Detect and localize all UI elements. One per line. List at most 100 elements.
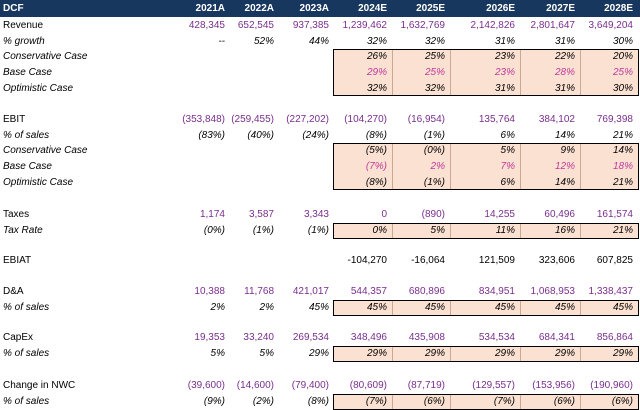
cell-base-case-2026E[interactable]: 23% xyxy=(494,67,515,78)
cell-of-sales-2023A[interactable]: 45% xyxy=(308,302,329,313)
cell-conservative-case-2025E[interactable]: 25% xyxy=(424,51,445,62)
cell-growth-2024E[interactable]: 32% xyxy=(366,36,387,47)
cell-of-sales-2021A[interactable]: (83%) xyxy=(198,130,225,141)
cell-growth-2022A[interactable]: 52% xyxy=(253,36,274,47)
cell-capex-2023A[interactable]: 269,534 xyxy=(292,332,329,343)
cell-optimistic-case-2028E[interactable]: 30% xyxy=(612,83,633,94)
cell-optimistic-case-2026E[interactable]: 6% xyxy=(500,177,515,188)
cell-of-sales-2028E[interactable]: 45% xyxy=(612,302,633,313)
cell-change-in-nwc-2028E[interactable]: (190,960) xyxy=(590,380,633,391)
cell-of-sales-2026E[interactable]: (7%) xyxy=(493,396,515,407)
cell-of-sales-2024E[interactable]: (7%) xyxy=(365,396,387,407)
cell-growth-2025E[interactable]: 32% xyxy=(424,36,445,47)
cell-conservative-case-2027E[interactable]: 9% xyxy=(560,145,575,156)
cell-tax-rate-2027E[interactable]: 16% xyxy=(554,225,575,236)
cell-growth-2027E[interactable]: 31% xyxy=(554,36,575,47)
cell-of-sales-2022A[interactable]: 5% xyxy=(259,348,274,359)
cell-growth-2028E[interactable]: 30% xyxy=(612,36,633,47)
cell-base-case-2028E[interactable]: 25% xyxy=(612,67,633,78)
cell-base-case-2024E[interactable]: 29% xyxy=(366,67,387,78)
cell-ebit-2021A[interactable]: (353,848) xyxy=(182,114,225,125)
cell-conservative-case-2024E[interactable]: (5%) xyxy=(365,145,387,156)
cell-ebiat-2027E[interactable]: 323,606 xyxy=(538,255,575,266)
cell-ebit-2022A[interactable]: (259,455) xyxy=(231,114,274,125)
cell-base-case-2027E[interactable]: 12% xyxy=(554,161,575,172)
cell-conservative-case-2024E[interactable]: 26% xyxy=(366,51,387,62)
cell-optimistic-case-2025E[interactable]: 32% xyxy=(424,83,445,94)
cell-of-sales-2022A[interactable]: 2% xyxy=(259,302,274,313)
cell-of-sales-2024E[interactable]: 29% xyxy=(366,348,387,359)
cell-conservative-case-2025E[interactable]: (0%) xyxy=(423,145,445,156)
cell-optimistic-case-2027E[interactable]: 31% xyxy=(554,83,575,94)
cell-of-sales-2023A[interactable]: 29% xyxy=(308,348,329,359)
cell-of-sales-2028E[interactable]: 29% xyxy=(612,348,633,359)
cell-conservative-case-2026E[interactable]: 5% xyxy=(500,145,515,156)
cell-optimistic-case-2028E[interactable]: 21% xyxy=(612,177,633,188)
cell-d-a-2021A[interactable]: 10,388 xyxy=(194,286,225,297)
cell-tax-rate-2021A[interactable]: (0%) xyxy=(203,225,225,236)
cell-base-case-2024E[interactable]: (7%) xyxy=(365,161,387,172)
cell-growth-2026E[interactable]: 31% xyxy=(494,36,515,47)
cell-of-sales-2025E[interactable]: 45% xyxy=(424,302,445,313)
cell-capex-2028E[interactable]: 856,864 xyxy=(596,332,633,343)
cell-d-a-2024E[interactable]: 544,357 xyxy=(350,286,387,297)
cell-of-sales-2024E[interactable]: 45% xyxy=(366,302,387,313)
cell-ebiat-2024E[interactable]: -104,270 xyxy=(347,255,387,266)
cell-capex-2025E[interactable]: 435,908 xyxy=(408,332,445,343)
cell-conservative-case-2027E[interactable]: 22% xyxy=(554,51,575,62)
cell-ebit-2024E[interactable]: (104,270) xyxy=(344,114,387,125)
cell-conservative-case-2026E[interactable]: 23% xyxy=(494,51,515,62)
cell-of-sales-2026E[interactable]: 29% xyxy=(494,348,515,359)
cell-base-case-2025E[interactable]: 25% xyxy=(424,67,445,78)
cell-d-a-2022A[interactable]: 11,768 xyxy=(244,286,274,297)
cell-conservative-case-2028E[interactable]: 20% xyxy=(612,51,633,62)
cell-capex-2022A[interactable]: 33,240 xyxy=(243,332,274,343)
cell-ebiat-2028E[interactable]: 607,825 xyxy=(596,255,633,266)
cell-revenue-2025E[interactable]: 1,632,769 xyxy=(400,20,446,31)
cell-ebit-2028E[interactable]: 769,398 xyxy=(596,114,633,125)
cell-change-in-nwc-2026E[interactable]: (129,557) xyxy=(472,380,515,391)
cell-of-sales-2023A[interactable]: (24%) xyxy=(302,130,329,141)
cell-base-case-2025E[interactable]: 2% xyxy=(430,161,445,172)
cell-d-a-2026E[interactable]: 834,951 xyxy=(478,286,515,297)
cell-taxes-2021A[interactable]: 1,174 xyxy=(199,209,225,220)
cell-revenue-2026E[interactable]: 2,142,826 xyxy=(470,20,516,31)
cell-of-sales-2027E[interactable]: (6%) xyxy=(553,396,575,407)
cell-taxes-2024E[interactable]: 0 xyxy=(381,209,387,220)
cell-taxes-2023A[interactable]: 3,343 xyxy=(303,209,329,220)
cell-tax-rate-2023A[interactable]: (1%) xyxy=(307,225,329,236)
cell-of-sales-2024E[interactable]: (8%) xyxy=(365,130,387,141)
cell-of-sales-2028E[interactable]: 21% xyxy=(612,130,633,141)
cell-capex-2024E[interactable]: 348,496 xyxy=(350,332,387,343)
cell-of-sales-2027E[interactable]: 14% xyxy=(554,130,575,141)
cell-base-case-2027E[interactable]: 28% xyxy=(554,67,575,78)
cell-of-sales-2022A[interactable]: (40%) xyxy=(247,130,274,141)
cell-d-a-2028E[interactable]: 1,338,437 xyxy=(588,286,634,297)
cell-of-sales-2025E[interactable]: (6%) xyxy=(423,396,445,407)
cell-revenue-2022A[interactable]: 652,545 xyxy=(237,20,274,31)
cell-d-a-2023A[interactable]: 421,017 xyxy=(292,286,329,297)
cell-of-sales-2025E[interactable]: 29% xyxy=(424,348,445,359)
cell-tax-rate-2024E[interactable]: 0% xyxy=(372,225,387,236)
cell-of-sales-2021A[interactable]: (9%) xyxy=(203,396,225,407)
cell-of-sales-2021A[interactable]: 2% xyxy=(210,302,225,313)
cell-of-sales-2021A[interactable]: 5% xyxy=(210,348,225,359)
cell-tax-rate-2026E[interactable]: 11% xyxy=(495,225,515,236)
cell-ebit-2023A[interactable]: (227,202) xyxy=(286,114,329,125)
cell-tax-rate-2028E[interactable]: 21% xyxy=(612,225,633,236)
cell-of-sales-2027E[interactable]: 45% xyxy=(554,302,575,313)
cell-d-a-2025E[interactable]: 680,896 xyxy=(408,286,445,297)
cell-of-sales-2028E[interactable]: (6%) xyxy=(611,396,633,407)
cell-tax-rate-2022A[interactable]: (1%) xyxy=(252,225,274,236)
cell-conservative-case-2028E[interactable]: 14% xyxy=(612,145,633,156)
cell-ebiat-2026E[interactable]: 121,509 xyxy=(478,255,515,266)
cell-optimistic-case-2026E[interactable]: 31% xyxy=(494,83,515,94)
cell-revenue-2027E[interactable]: 2,801,647 xyxy=(530,20,576,31)
cell-ebiat-2025E[interactable]: -16,064 xyxy=(411,255,445,266)
cell-tax-rate-2025E[interactable]: 5% xyxy=(430,225,445,236)
cell-change-in-nwc-2024E[interactable]: (80,609) xyxy=(349,380,387,391)
cell-optimistic-case-2027E[interactable]: 14% xyxy=(554,177,575,188)
cell-ebit-2025E[interactable]: (16,954) xyxy=(407,114,445,125)
cell-revenue-2024E[interactable]: 1,239,462 xyxy=(342,20,388,31)
cell-revenue-2021A[interactable]: 428,345 xyxy=(188,20,225,31)
